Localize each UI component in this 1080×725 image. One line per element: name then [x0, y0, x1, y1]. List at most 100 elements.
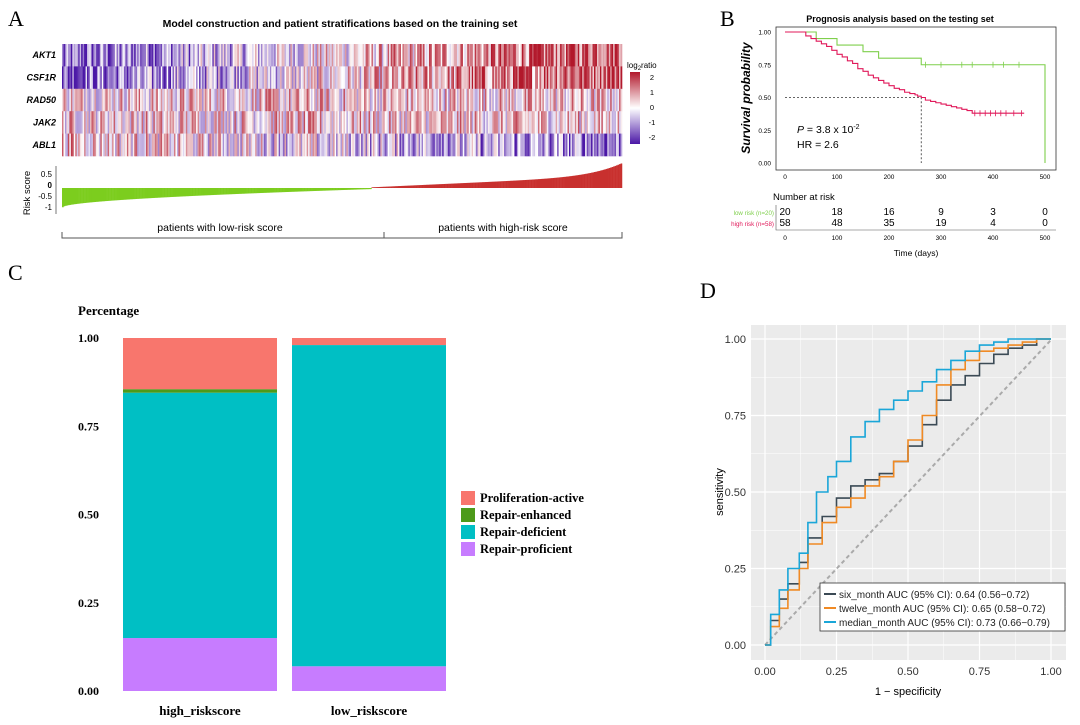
heatmap-cell	[265, 133, 268, 157]
heatmap-cell	[178, 88, 181, 112]
heatmap-cell	[371, 44, 374, 67]
heatmap-cell	[445, 44, 447, 67]
heatmap-cell	[549, 133, 552, 157]
heatmap-cell	[171, 88, 173, 112]
heatmap-cell	[315, 133, 318, 157]
heatmap-cell	[259, 111, 262, 134]
heatmap-cell	[209, 44, 212, 67]
heatmap-cell	[287, 44, 290, 67]
heatmap-cell	[181, 66, 184, 90]
heatmap-cell	[224, 88, 226, 112]
heatmap-cell	[352, 133, 355, 157]
heatmap-cell	[137, 44, 139, 67]
heatmap-cell	[228, 66, 231, 90]
heatmap-cell	[191, 88, 194, 112]
roc-xlabel: 1 − specificity	[875, 686, 942, 698]
heatmap-cell	[602, 66, 605, 90]
heatmap-cell	[421, 66, 424, 90]
heatmap-cell	[327, 88, 330, 112]
heatmap-cell	[529, 44, 531, 67]
heatmap-cell	[112, 88, 114, 112]
heatmap-cell	[64, 44, 67, 67]
heatmap-cell	[163, 66, 166, 90]
heatmap-cell	[596, 111, 599, 134]
heatmap-cell	[232, 66, 235, 90]
heatmap-cell	[387, 133, 390, 157]
heatmap-cell	[85, 133, 88, 157]
heatmap-cell	[436, 133, 439, 157]
heatmap-cell	[143, 88, 145, 112]
heatmap-cell	[455, 44, 458, 67]
heatmap-cell	[564, 88, 567, 112]
heatmap-cell	[514, 44, 517, 67]
heatmap-cell	[517, 133, 520, 157]
heatmap-cell	[437, 66, 440, 90]
heatmap-cell	[314, 133, 316, 157]
risk-score-bar	[508, 180, 511, 188]
risk-score-bar	[613, 166, 615, 188]
heatmap-cell	[518, 44, 521, 67]
heatmap-cell	[483, 66, 486, 90]
heatmap-cell	[439, 88, 442, 112]
heatmap-cell	[389, 44, 391, 67]
heatmap-cell	[95, 111, 98, 134]
heatmap-cell	[256, 44, 259, 67]
heatmap-cell	[558, 66, 561, 90]
heatmap-cell	[599, 66, 602, 90]
heatmap-cell	[247, 88, 250, 112]
heatmap-cell	[174, 66, 176, 90]
heatmap-cell	[536, 133, 539, 157]
heatmap-cell	[94, 66, 97, 90]
roc-ytick: 1.00	[725, 334, 746, 346]
heatmap-cell	[129, 66, 132, 90]
heatmap-cell	[611, 88, 614, 112]
heatmap-cell	[470, 111, 472, 134]
heatmap-cell	[337, 66, 340, 90]
heatmap-cell	[312, 66, 315, 90]
heatmap-cell	[112, 44, 114, 67]
heatmap-cell	[451, 44, 453, 67]
heatmap-cell	[218, 44, 220, 67]
heatmap-cell	[489, 44, 492, 67]
heatmap-cell	[523, 111, 526, 134]
heatmap-cell	[131, 133, 134, 157]
heatmap-cell	[249, 133, 251, 157]
heatmap-cell	[294, 133, 297, 157]
heatmap-cell	[131, 66, 134, 90]
heatmap-cell	[536, 88, 539, 112]
heatmap-cell	[602, 44, 605, 67]
heatmap-cell	[355, 133, 358, 157]
heatmap-cell	[90, 88, 92, 112]
heatmap-cell	[362, 44, 365, 67]
heatmap-cell	[193, 133, 195, 157]
heatmap-cell	[465, 44, 468, 67]
heatmap-cell	[552, 111, 555, 134]
heatmap-cell	[343, 88, 346, 112]
heatmap-cell	[263, 66, 266, 90]
heatmap-cell	[315, 111, 318, 134]
heatmap-cell	[88, 88, 91, 112]
heatmap-cell	[227, 44, 229, 67]
heatmap-cell	[171, 111, 173, 134]
risk-score-bar	[395, 186, 397, 188]
heatmap-cell	[561, 44, 564, 67]
heatmap-cell	[598, 66, 601, 90]
risk-score-bar	[194, 188, 197, 196]
heatmap-cell	[378, 133, 381, 157]
risk-score-bar	[178, 188, 181, 197]
heatmap-cell	[599, 133, 602, 157]
heatmap-cell	[415, 88, 418, 112]
risk-score-bar	[514, 180, 517, 188]
heatmap-cell	[505, 44, 508, 67]
risk-score-bar	[563, 176, 565, 188]
heatmap-cell	[468, 88, 471, 112]
risk-table-title: Number at risk	[773, 192, 835, 203]
heatmap-cell	[576, 88, 579, 112]
heatmap-cell	[213, 88, 216, 112]
risk-score-bar	[319, 188, 322, 191]
heatmap-cell	[225, 133, 228, 157]
heatmap-cell	[171, 44, 173, 67]
heatmap-cell	[605, 66, 608, 90]
heatmap-cell	[350, 111, 353, 134]
heatmap-cell	[244, 111, 247, 134]
